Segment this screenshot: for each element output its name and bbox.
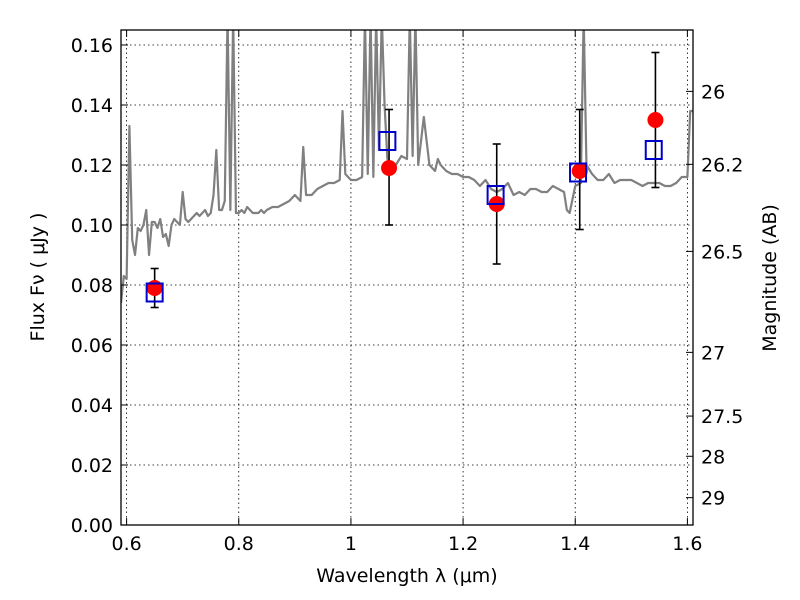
y-axis-title: Flux Fν ( μJy ): [27, 213, 49, 342]
x-tick-label: 1.6: [672, 533, 702, 555]
x-tick-label: 1: [345, 533, 357, 555]
y-tick-label: 0.06: [71, 335, 113, 357]
x-tick-label: 1.2: [448, 533, 478, 555]
right-axis-ticks: 26 26.2 26.5 27 27.5 28 29: [686, 81, 743, 510]
right-axis-title: Magnitude (AB): [759, 204, 781, 352]
y-tick-label: 0.14: [71, 95, 113, 117]
right-tick-label: 27: [701, 342, 725, 364]
observed-point: [571, 163, 588, 179]
observed-point: [381, 160, 398, 176]
y-tick-label: 0.16: [71, 35, 113, 57]
x-tick-label: 0.6: [111, 533, 141, 555]
right-tick-label: 26.5: [701, 241, 743, 263]
model-point: [486, 185, 505, 205]
x-axis-title: Wavelength λ (μm): [316, 565, 497, 587]
y-axis-ticks: 0.00 0.02 0.04 0.06 0.08 0.10 0.12 0.14 0.16: [71, 35, 128, 537]
y-tick-label: 0.00: [71, 515, 113, 537]
plot-frame: [120, 29, 694, 526]
right-tick-label: 26: [701, 81, 725, 103]
observed-point: [146, 280, 163, 296]
x-axis-ticks: 0.6 0.8 1 1.2 1.4 1.6: [111, 30, 703, 555]
plot-border: [120, 29, 694, 526]
spectrum-line: [121, 30, 693, 304]
y-tick-label: 0.10: [71, 215, 113, 237]
model-point: [569, 162, 588, 183]
y-tick-label: 0.02: [71, 455, 113, 477]
observed-point: [647, 112, 664, 128]
right-tick-label: 29: [701, 488, 725, 510]
spectrum-series: [121, 30, 693, 304]
model-point: [378, 131, 397, 151]
right-tick-label: 26.2: [701, 154, 743, 176]
x-tick-label: 1.4: [560, 533, 590, 555]
model-points: [145, 131, 663, 303]
x-tick-label: 0.8: [224, 533, 254, 555]
right-tick-label: 27.5: [701, 406, 743, 428]
model-point: [145, 282, 164, 303]
y-tick-label: 0.04: [71, 395, 113, 417]
y-tick-label: 0.12: [71, 155, 113, 177]
y-tick-label: 0.08: [71, 275, 113, 297]
right-tick-label: 28: [701, 446, 725, 468]
model-point: [644, 140, 663, 160]
